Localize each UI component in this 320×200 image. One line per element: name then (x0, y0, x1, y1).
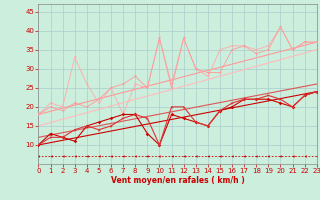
X-axis label: Vent moyen/en rafales ( km/h ): Vent moyen/en rafales ( km/h ) (111, 176, 244, 185)
